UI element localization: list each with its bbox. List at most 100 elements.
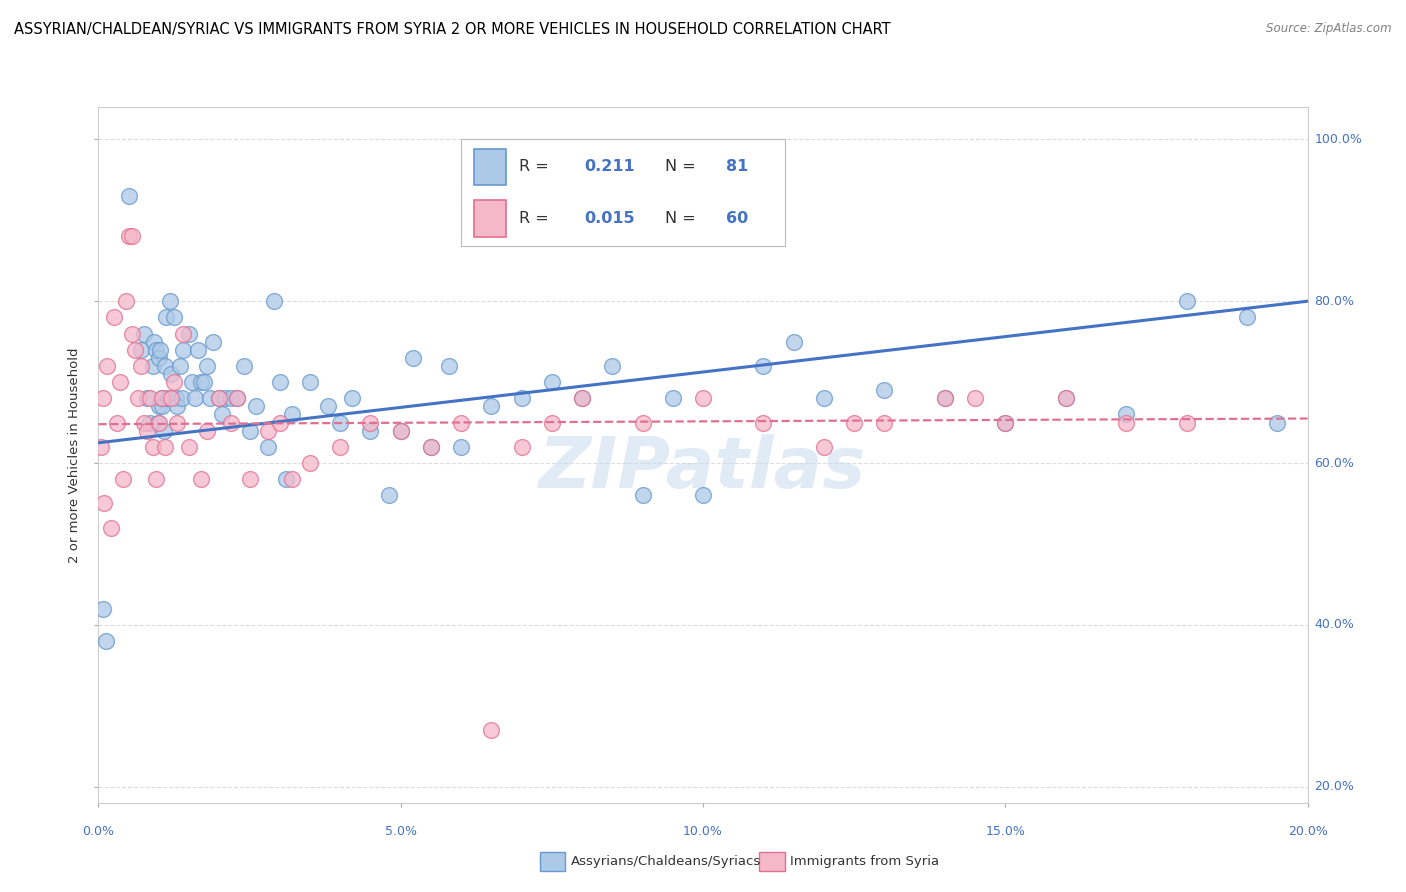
Point — [813, 392, 835, 406]
Point — [269, 416, 291, 430]
Point — [124, 343, 146, 357]
Point — [965, 392, 987, 406]
Point — [118, 229, 141, 244]
Text: ZIPatlas: ZIPatlas — [540, 434, 866, 503]
Text: Source: ZipAtlas.com: Source: ZipAtlas.com — [1267, 22, 1392, 36]
Point — [274, 472, 297, 486]
Point — [166, 416, 188, 430]
Point — [148, 400, 170, 414]
Point — [994, 416, 1017, 430]
Text: Assyrians/Chaldeans/Syriacs: Assyrians/Chaldeans/Syriacs — [571, 855, 761, 868]
Point — [402, 351, 425, 365]
Text: ASSYRIAN/CHALDEAN/SYRIAC VS IMMIGRANTS FROM SYRIA 2 OR MORE VEHICLES IN HOUSEHOL: ASSYRIAN/CHALDEAN/SYRIAC VS IMMIGRANTS F… — [14, 22, 890, 37]
Point — [844, 416, 866, 430]
Point — [150, 400, 173, 414]
Point — [156, 392, 179, 406]
Point — [873, 383, 896, 397]
Point — [160, 392, 183, 406]
Text: N =: N = — [665, 160, 696, 175]
Point — [139, 392, 162, 406]
Point — [163, 375, 186, 389]
Point — [1267, 416, 1289, 430]
Point — [142, 359, 165, 373]
Text: Immigrants from Syria: Immigrants from Syria — [790, 855, 939, 868]
Point — [571, 392, 593, 406]
Point — [481, 723, 503, 737]
Text: 0.211: 0.211 — [583, 160, 634, 175]
Point — [221, 416, 243, 430]
Point — [170, 392, 193, 406]
Y-axis label: 2 or more Vehicles in Household: 2 or more Vehicles in Household — [67, 347, 82, 563]
Point — [631, 416, 654, 430]
Point — [752, 359, 775, 373]
Text: 100.0%: 100.0% — [1315, 133, 1362, 146]
Point — [190, 375, 212, 389]
Point — [208, 392, 231, 406]
Point — [150, 392, 173, 406]
Point — [602, 359, 624, 373]
Point — [190, 472, 212, 486]
Point — [1054, 392, 1077, 406]
Point — [152, 424, 174, 438]
Point — [256, 424, 278, 438]
Point — [239, 424, 262, 438]
Point — [187, 343, 209, 357]
Point — [1175, 416, 1198, 430]
Text: N =: N = — [665, 211, 696, 226]
Point — [163, 310, 186, 325]
Point — [148, 416, 170, 430]
Point — [329, 416, 352, 430]
Text: 5.0%: 5.0% — [385, 825, 416, 838]
Point — [108, 375, 131, 389]
Point — [91, 392, 114, 406]
Text: R =: R = — [519, 160, 550, 175]
Point — [481, 400, 503, 414]
Text: 0.015: 0.015 — [583, 211, 634, 226]
Point — [281, 472, 304, 486]
Point — [165, 392, 187, 406]
Point — [103, 310, 125, 325]
Text: 20.0%: 20.0% — [1288, 825, 1327, 838]
Text: 60: 60 — [727, 211, 748, 226]
Point — [172, 343, 194, 357]
Point — [510, 440, 533, 454]
Point — [420, 440, 443, 454]
Point — [139, 416, 162, 430]
Bar — [474, 200, 506, 236]
Text: 40.0%: 40.0% — [1315, 618, 1354, 632]
Point — [195, 424, 218, 438]
Point — [155, 310, 177, 325]
Point — [226, 392, 249, 406]
Text: 0.0%: 0.0% — [83, 825, 114, 838]
Point — [105, 416, 128, 430]
Point — [208, 392, 231, 406]
Point — [263, 294, 285, 309]
Point — [540, 375, 562, 389]
Point — [1054, 392, 1077, 406]
Point — [1115, 408, 1137, 422]
Point — [540, 416, 562, 430]
Point — [245, 400, 267, 414]
Point — [121, 326, 143, 341]
Point — [450, 440, 472, 454]
Point — [200, 392, 222, 406]
Point — [342, 392, 364, 406]
Point — [450, 416, 472, 430]
Bar — [474, 149, 506, 186]
Point — [214, 392, 236, 406]
Point — [118, 189, 141, 203]
Point — [510, 392, 533, 406]
Point — [873, 416, 896, 430]
Text: 81: 81 — [727, 160, 748, 175]
Point — [94, 634, 117, 648]
Point — [181, 375, 204, 389]
Point — [281, 408, 304, 422]
Point — [179, 326, 201, 341]
Text: 10.0%: 10.0% — [683, 825, 723, 838]
Point — [1175, 294, 1198, 309]
Point — [135, 424, 157, 438]
Point — [129, 343, 152, 357]
Point — [146, 416, 169, 430]
Point — [193, 375, 215, 389]
Point — [389, 424, 412, 438]
